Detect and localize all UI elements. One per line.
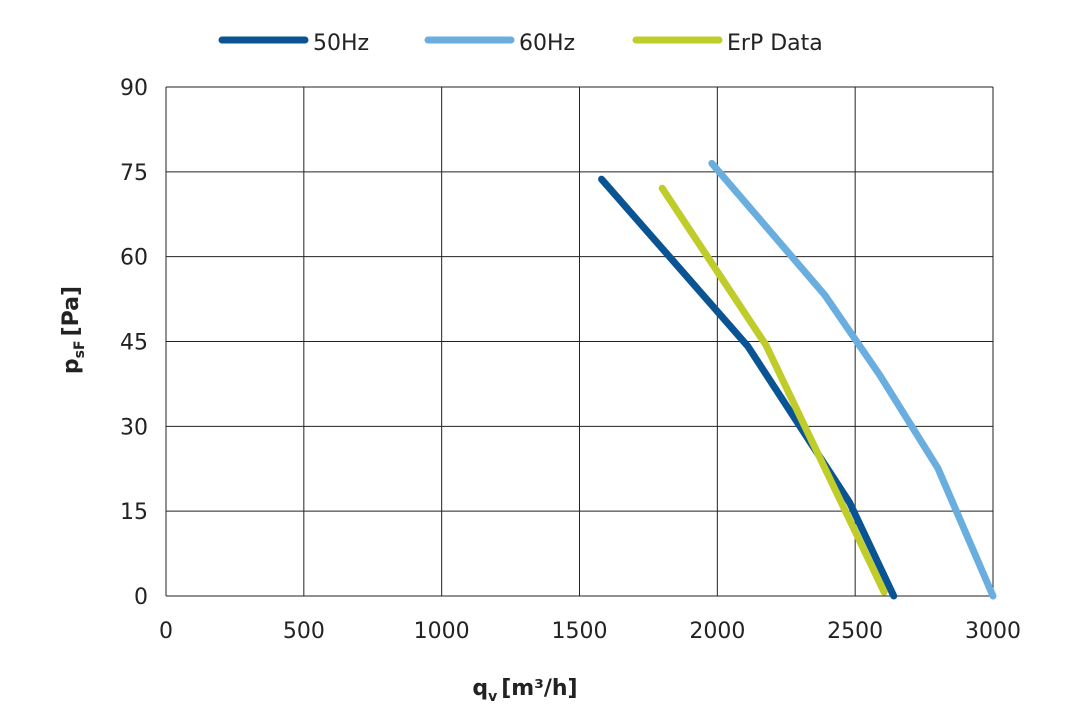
y-label-main: p bbox=[59, 358, 84, 374]
legend-label: ErP Data bbox=[727, 31, 823, 56]
data-line bbox=[658, 184, 888, 596]
data-line bbox=[598, 175, 898, 600]
x-tick-label: 2500 bbox=[827, 619, 883, 644]
x-label-main: q bbox=[472, 676, 488, 701]
y-tick-label: 30 bbox=[120, 415, 148, 440]
x-label-sub: v bbox=[488, 689, 497, 705]
y-tick-label: 75 bbox=[120, 161, 148, 186]
data-line bbox=[708, 159, 997, 600]
legend-label: 60Hz bbox=[519, 31, 575, 56]
x-tick-label: 1500 bbox=[552, 619, 608, 644]
x-tick-label: 3000 bbox=[965, 619, 1021, 644]
y-axis-label: psF [Pa] bbox=[59, 286, 88, 374]
y-tick-label: 90 bbox=[120, 76, 148, 101]
x-tick-label: 2000 bbox=[689, 619, 745, 644]
x-label-unit: [m³/h] bbox=[501, 676, 577, 701]
y-tick-label: 15 bbox=[120, 500, 148, 525]
y-label-unit: [Pa] bbox=[59, 286, 84, 337]
legend-label: 50Hz bbox=[313, 31, 369, 56]
y-label-sub: sF bbox=[72, 340, 88, 358]
y-tick-label: 60 bbox=[120, 246, 148, 271]
x-tick-label: 500 bbox=[283, 619, 325, 644]
x-tick-label: 0 bbox=[159, 619, 173, 644]
y-tick-label: 0 bbox=[134, 585, 148, 610]
y-tick-label: 45 bbox=[120, 331, 148, 356]
x-axis-label: qv [m³/h] bbox=[472, 676, 577, 705]
x-tick-label: 1000 bbox=[414, 619, 470, 644]
